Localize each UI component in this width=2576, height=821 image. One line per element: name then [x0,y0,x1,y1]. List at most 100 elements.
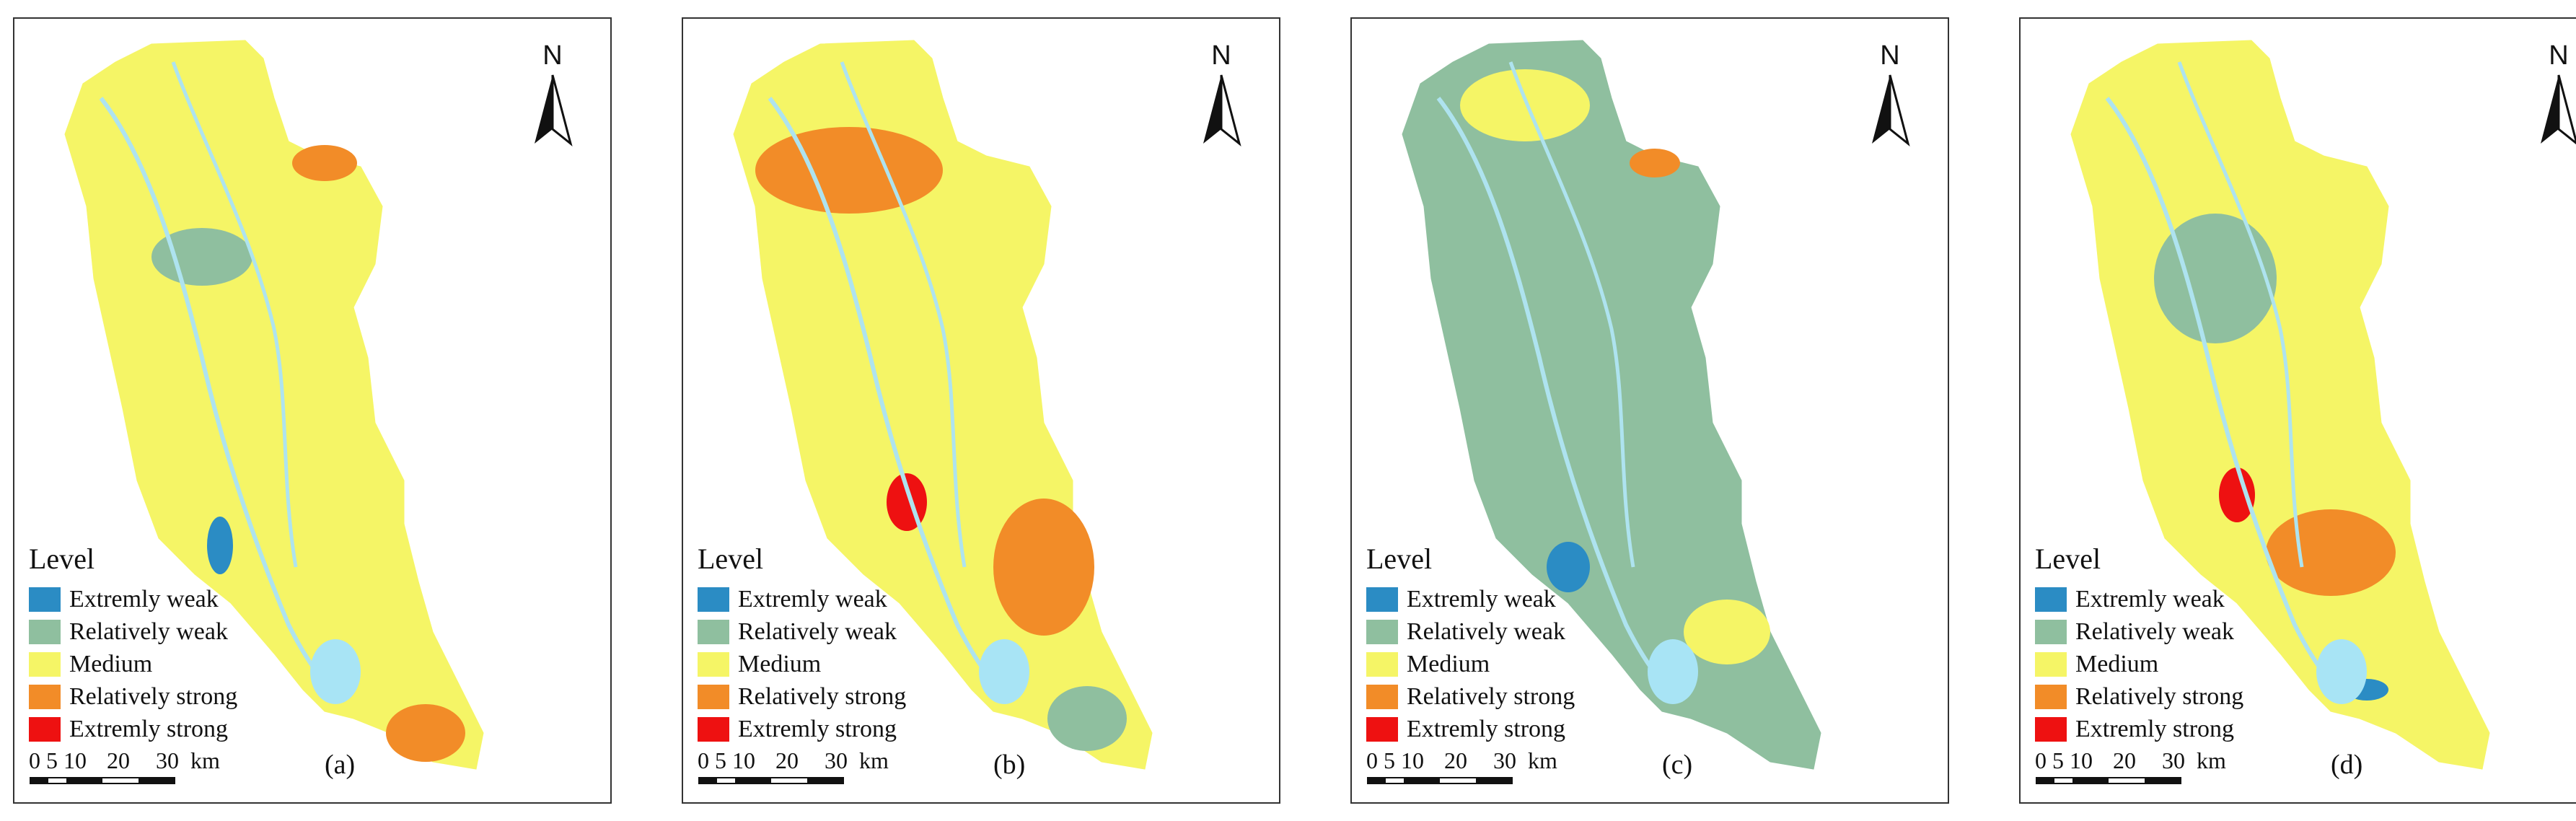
scale-bar-graphic [698,777,844,784]
legend-item: Relatively weak [29,615,237,648]
lake [2316,639,2367,704]
region-patch [386,704,465,762]
scale-bar: 0 5 10 20 30 km [2035,747,2226,785]
north-label: N [542,40,563,71]
river [1508,61,1635,568]
legend-title: Level [29,543,95,575]
map-panel-a: N Level Extremly weak Relatively weak Me… [13,17,612,804]
scale-unit: km [1528,747,1557,773]
legend-item: Relatively strong [1366,680,1575,713]
north-label: N [1880,40,1900,71]
scale-tick-label: 20 [2113,747,2136,773]
legend-swatch [29,651,61,677]
river [768,97,1003,692]
legend-title: Level [2035,543,2101,575]
legend-swatch [2035,716,2067,742]
north-arrow-icon [1203,74,1241,147]
scale-tick-label: 0 [698,747,709,773]
scale-bar: 0 5 10 20 30 km [1366,747,1557,785]
north-arrow-icon [2541,74,2576,145]
scale-numbers: 0 5 10 20 30 km [29,747,220,776]
scale-tick-label: 5 [715,747,726,773]
river [2177,61,2304,568]
legend-item: Extremly weak [2035,583,2243,615]
north-label: N [2549,40,2569,71]
legend-swatch [698,716,729,742]
scale-bar: 0 5 10 20 30 km [29,747,220,785]
legend-label: Medium [1407,650,1490,677]
legend-swatch [698,587,729,612]
legend-item: Extremly weak [698,583,906,615]
legend-swatch [698,684,729,709]
legend-item: Medium [29,648,237,680]
legend-item: Relatively strong [29,680,237,713]
region-patch [2219,467,2255,522]
legend-label: Relatively strong [738,682,907,710]
legend-label: Extremly weak [2075,585,2225,613]
region-patch [292,145,357,181]
map-panel-b: N Level Extremly weak Relatively weak Me… [682,17,1280,804]
river [1436,97,1671,692]
scale-tick-label: 30 [825,747,848,773]
scale-unit: km [859,747,889,773]
region-patch [1684,600,1770,664]
legend-label: Relatively strong [69,682,238,710]
legend-item: Relatively strong [698,680,906,713]
scale-tick-label: 30 [2162,747,2185,773]
legend-label: Extremly weak [1407,585,1556,613]
map-area [1402,40,1821,770]
region-patch [993,499,1094,636]
scale-tick-label: 5 [1384,747,1395,773]
scale-numbers: 0 5 10 20 30 km [1366,747,1557,776]
region-patch [1047,686,1127,751]
map-panel-c: N Level Extremly weak Relatively weak Me… [1350,17,1949,804]
legend-item: Extremly weak [29,583,237,615]
scale-tick-label: 20 [107,747,130,773]
region-patch [755,127,943,214]
legend-title: Level [1366,543,1433,575]
north-arrow: N [2530,40,2576,156]
legend-swatch [1366,684,1398,709]
legend-swatch [29,619,61,644]
scale-tick-label: 5 [2052,747,2064,773]
legend-swatch [698,619,729,644]
legend-label: Relatively weak [738,618,897,645]
north-arrow: N [1861,40,1919,156]
river [840,61,967,568]
panel-label: (a) [325,750,356,780]
legend-swatch [1366,587,1398,612]
legend: Level Extremly weak Relatively weak Medi… [29,542,237,745]
scale-bar-graphic [30,777,175,784]
region-patch [1630,149,1680,177]
legend-swatch [29,684,61,709]
lake [310,639,361,704]
legend-item: Extremly strong [29,713,237,745]
scale-unit: km [2197,747,2226,773]
scale-tick-label: 10 [63,747,87,773]
region-patch [2266,509,2396,596]
legend-item: Extremly strong [2035,713,2243,745]
region-base [2070,40,2490,770]
legend-swatch [2035,619,2067,644]
panel-label: (c) [1662,750,1693,780]
map-panel-d: N Level Extremly weak Relatively weak Me… [2019,17,2576,804]
legend-item: Relatively weak [2035,615,2243,648]
legend-item: Extremly strong [698,713,906,745]
scale-tick-label: 20 [1444,747,1467,773]
river [99,97,334,692]
legend-item: Relatively weak [1366,615,1575,648]
north-arrow: N [524,40,581,156]
legend-label: Medium [2075,650,2159,677]
scale-tick-label: 10 [2070,747,2093,773]
legend-item: Relatively strong [2035,680,2243,713]
scale-tick-label: 20 [775,747,799,773]
legend-swatch [2035,651,2067,677]
legend-label: Extremly weak [738,585,887,613]
legend-label: Medium [69,650,153,677]
scale-unit: km [190,747,220,773]
legend-swatch [698,651,729,677]
legend-item: Medium [698,648,906,680]
legend-item: Extremly strong [1366,713,1575,745]
scale-tick-label: 0 [1366,747,1378,773]
region-patch [2154,214,2277,343]
